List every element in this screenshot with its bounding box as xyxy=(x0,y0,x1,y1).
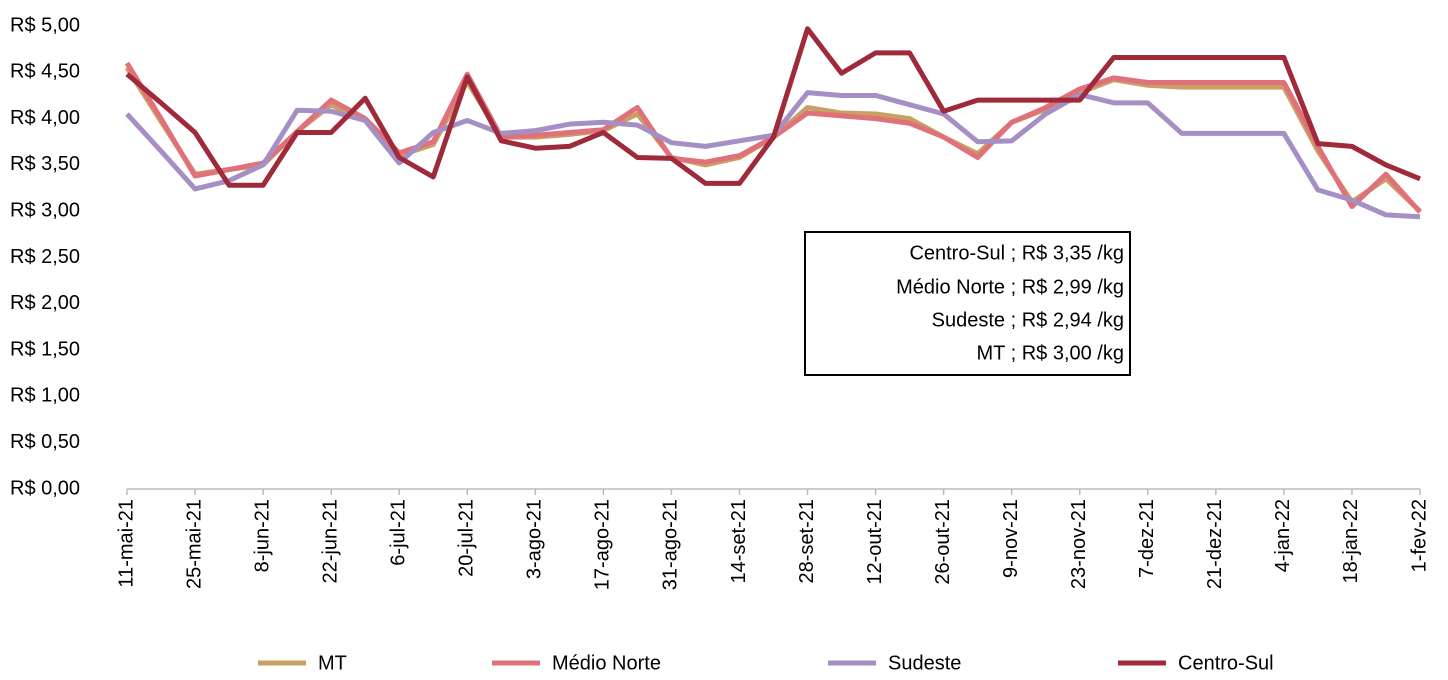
y-tick-label: R$ 2,50 xyxy=(10,246,80,268)
plot: R$ 0,00 R$ 0,50 R$ 1,00 R$ 1,50 R$ 2,00 R$ 2,… xyxy=(10,14,1430,674)
legend-label: Médio Norte xyxy=(552,652,661,674)
series-line xyxy=(125,26,1421,188)
annotation: Centro-Sul ; R$ 3,35 /kg xyxy=(909,242,1124,264)
x-tick-label: 1-fev-22 xyxy=(1408,499,1430,572)
x-tick-label: 25-mai-21 xyxy=(183,499,205,589)
x-tick-label: 6-jul-21 xyxy=(387,499,409,566)
y-tick-label: R$ 5,00 xyxy=(10,14,80,36)
x-tick-label: 20-jul-21 xyxy=(456,499,478,577)
x-tick-label: 8-jun-21 xyxy=(251,499,273,572)
x-tick-label: 7-dez-21 xyxy=(1136,499,1158,578)
x-tick-label: 28-set-21 xyxy=(796,499,818,584)
annotation: Sudeste ; R$ 2,94 /kg xyxy=(932,309,1124,331)
annotation: Médio Norte ; R$ 2,99 /kg xyxy=(896,276,1124,298)
x-tick-label: 4-jan-22 xyxy=(1272,499,1294,572)
x-tick-label: 9-nov-21 xyxy=(1000,499,1022,578)
annotation: MT ; R$ 3,00 /kg xyxy=(977,342,1124,364)
x-tick-label: 12-out-21 xyxy=(864,499,886,585)
legend-label: Centro-Sul xyxy=(1178,652,1274,674)
x-tick-label: 17-ago-21 xyxy=(592,499,614,590)
x-tick-label: 18-jan-22 xyxy=(1340,499,1362,584)
x-tick-label: 26-out-21 xyxy=(932,499,954,585)
y-tick-label: R$ 1,50 xyxy=(10,338,80,360)
y-tick-label: R$ 3,00 xyxy=(10,199,80,221)
x-tick-label: 14-set-21 xyxy=(728,499,750,584)
x-tick-label: 31-ago-21 xyxy=(660,499,682,590)
annotation-box xyxy=(804,231,1131,376)
series-line xyxy=(125,90,1421,220)
y-tick-label: R$ 2,00 xyxy=(10,292,80,314)
y-tick-label: R$ 3,50 xyxy=(10,153,80,175)
legend-label: Sudeste xyxy=(888,652,961,674)
y-tick-label: R$ 0,50 xyxy=(10,431,80,453)
x-tick-label: 3-ago-21 xyxy=(524,499,546,579)
x-tick-label: 23-nov-21 xyxy=(1068,499,1090,589)
y-tick-label: R$ 0,00 xyxy=(10,477,80,499)
x-tick-label: 11-mai-21 xyxy=(115,499,137,588)
x-tick-label: 21-dez-21 xyxy=(1204,499,1226,589)
x-tick-label: 22-jun-21 xyxy=(319,499,341,584)
y-tick-label: R$ 4,50 xyxy=(10,61,80,83)
legend-label: MT xyxy=(318,652,347,674)
y-tick-label: R$ 1,00 xyxy=(10,385,80,407)
y-tick-label: R$ 4,00 xyxy=(10,107,80,129)
